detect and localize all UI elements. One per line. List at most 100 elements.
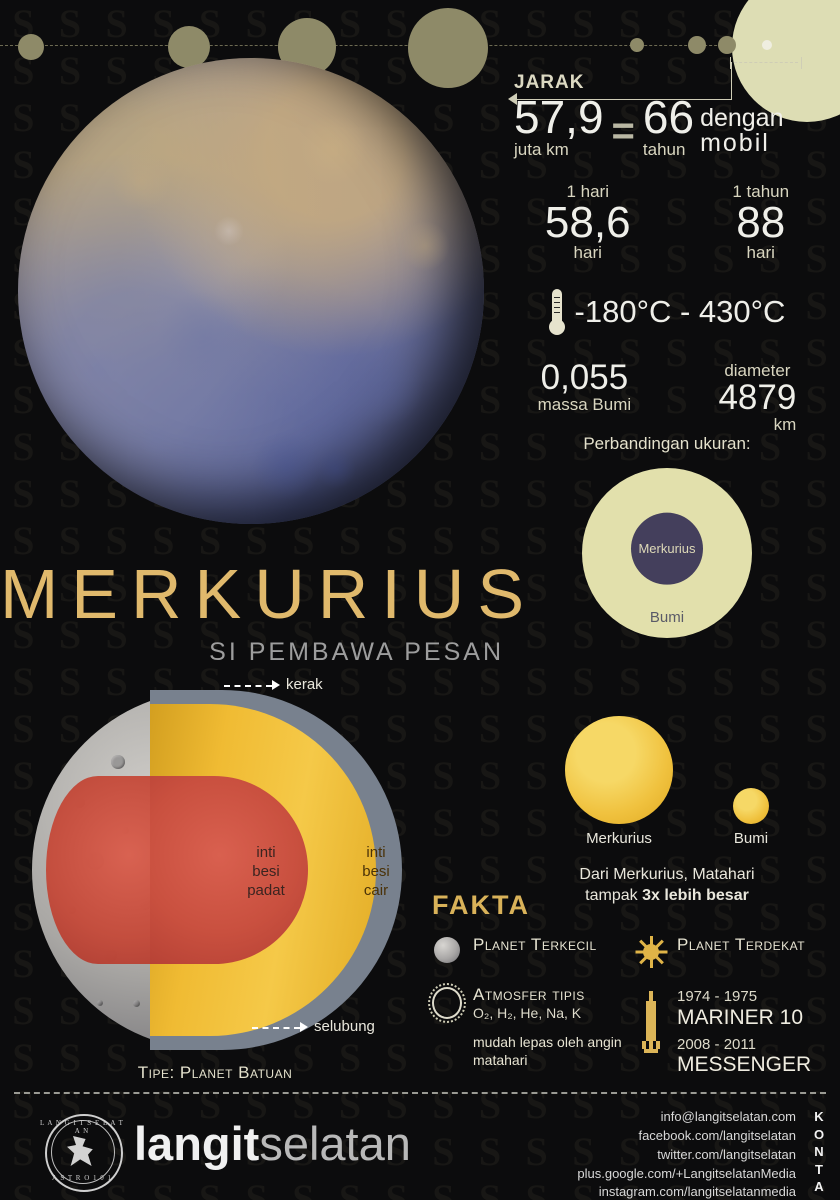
langitselatan-seal-logo: L A N G I T S E L A T A N A S T R O 1 0 … (36, 1114, 128, 1192)
mission-messenger: 2008 - 2011 MESSENGER (677, 1035, 812, 1077)
seal-bottom-text: A S T R O 1 0 1 (51, 1174, 113, 1182)
sun-note-line1: Dari Merkurius, Matahari (579, 866, 755, 883)
diameter-label: diameter (724, 361, 791, 381)
core-liquid-label: inti besi cair (346, 844, 406, 900)
interior-cutaway-diagram: inti besi padat inti besi cair kerak sel… (28, 676, 428, 1056)
distance-arrow-head (508, 93, 517, 105)
fact-thin-atmosphere: Atmosfer tipis O₂, H₂, He, Na, K mudah l… (428, 983, 636, 1069)
surface-feature (251, 430, 321, 501)
day-stat: 1 hari 58,6 hari (545, 182, 631, 264)
kontak-letter: O (813, 1126, 825, 1142)
core-liquid-line1: inti (366, 844, 386, 861)
distance-bracket (730, 57, 802, 69)
surface-feature (213, 216, 244, 247)
year-stat: 1 tahun 88 hari (732, 182, 789, 264)
core-solid-line1: inti (256, 844, 276, 861)
brand-wordmark: langitselatan (134, 1120, 411, 1167)
thermometer-icon (548, 289, 565, 336)
planet-icon (432, 935, 462, 963)
fact-atmosphere-title: Atmosfer tipis (473, 985, 585, 1004)
page-title: MERKURIUS (0, 555, 538, 633)
facts-block: FAKTA Planet Terkecil Atmosfer tipis O₂,… (428, 890, 840, 1098)
mercury-disc-label: Merkurius (638, 541, 696, 557)
mission-messenger-name: MESSENGER (677, 1053, 812, 1077)
planet-orb (762, 40, 772, 50)
kontak-letter: T (815, 1161, 823, 1177)
footer-divider (14, 1092, 826, 1094)
core-liquid-line2: besi (362, 862, 390, 880)
earth-disc-label: Bumi (649, 609, 685, 626)
sun-disc-earth (733, 788, 769, 824)
distance-block: JARAK 57,9 juta km = 66 tahun dengan mob… (494, 72, 840, 160)
core-solid-line2: besi (252, 862, 280, 880)
fact-smallest-planet-label: Planet Terkecil (473, 935, 597, 954)
crater (132, 999, 140, 1007)
page-subtitle: SI PEMBAWA PESAN (209, 638, 504, 666)
sun-note-bold: 3x lebih besar (642, 886, 749, 904)
equals-sign: = (611, 108, 635, 153)
distance-leader-line (731, 62, 732, 100)
facts-column-right: Planet Terdekat 1974 (635, 935, 840, 1098)
planet-orb (168, 26, 210, 68)
kontak-letter: N (814, 1144, 824, 1160)
sun-label-mercury: Merkurius (586, 830, 652, 847)
planet-orb (408, 8, 488, 88)
mission-messenger-years: 2008 - 2011 (677, 1035, 756, 1053)
surface-feature (400, 221, 451, 272)
travel-mode: dengan mobil (700, 105, 783, 157)
kontak-letter: K (810, 1196, 828, 1200)
distance-label: JARAK (514, 72, 585, 93)
surface-feature (111, 151, 172, 212)
rotation-revolution-block: 1 hari 58,6 hari 1 tahun 88 hari (494, 182, 840, 264)
core-liquid-line3: cair (363, 881, 389, 899)
surface-feature (73, 346, 120, 393)
diameter-stat: diameter 4879 km (718, 361, 796, 434)
earth-disc: Merkurius Bumi (582, 468, 752, 638)
mass-unit: massa Bumi (537, 394, 632, 414)
brand-light: selatan (259, 1117, 411, 1170)
core-layer-left (46, 776, 150, 964)
diameter-unit: km (773, 414, 797, 434)
year-value: 88 (736, 197, 786, 247)
travel-time-unit: tahun (642, 139, 686, 159)
travel-time-value: 66 (642, 91, 695, 143)
contact-googleplus[interactable]: plus.google.com/+LangitselatanMedia (577, 1165, 796, 1181)
contact-email[interactable]: info@langitselatan.com (660, 1109, 796, 1124)
seal-top-text: L A N G I T S E L A T A N (40, 1119, 124, 1135)
kontak-letter: K (814, 1109, 824, 1124)
core-solid-line3: padat (247, 881, 285, 899)
stats-panel: JARAK 57,9 juta km = 66 tahun dengan mob… (494, 72, 840, 435)
contact-facebook[interactable]: facebook.com/langitselatan (638, 1127, 796, 1143)
atmosphere-icon (428, 983, 466, 1069)
surface-feature (139, 421, 176, 458)
mass-diameter-block: 0,055 massa Bumi diameter 4879 km (494, 358, 840, 434)
travel-mode-line2: mobil (700, 128, 770, 157)
fact-smallest-planet: Planet Terkecil (432, 935, 636, 963)
year-unit: hari (746, 243, 775, 263)
sun-label-earth: Bumi (733, 830, 769, 847)
crater (96, 999, 103, 1006)
mission-mariner-name: MARINER 10 (677, 1005, 804, 1029)
mantle-callout-label: selubung (314, 1018, 375, 1035)
core-solid-label: inti besi padat (226, 844, 306, 900)
rocket-icon (636, 989, 666, 1076)
contact-instagram[interactable]: instagram.com/langitselatanmedia (598, 1184, 796, 1200)
facts-column-left: Planet Terkecil Atmosfer tipis O₂, H₂, H… (428, 935, 636, 1098)
day-label: 1 hari (566, 181, 609, 201)
day-unit: hari (573, 243, 602, 263)
planet-type-label: Tipe: Planet Batuan (137, 1063, 293, 1082)
mantle-callout-arrow (300, 1022, 308, 1032)
contact-twitter[interactable]: twitter.com/langitselatan (657, 1146, 796, 1162)
sun-from-mercury: Merkurius (565, 716, 673, 847)
surface-feature (297, 113, 368, 184)
mission-mariner-years: 1974 - 1975 (677, 988, 758, 1005)
mass-value: 0,055 (540, 358, 629, 398)
facts-heading: FAKTA (432, 890, 530, 920)
diameter-value: 4879 (718, 378, 797, 418)
orbit-dashed-line (0, 45, 812, 46)
planet-orb (718, 36, 736, 54)
mass-stat: 0,055 massa Bumi (537, 358, 632, 434)
size-comparison-block: Perbandingan ukuran: Merkurius Bumi (494, 434, 840, 638)
distance-value: 57,9 (514, 91, 604, 143)
temperature-value: -180°C - 430°C (574, 294, 786, 330)
